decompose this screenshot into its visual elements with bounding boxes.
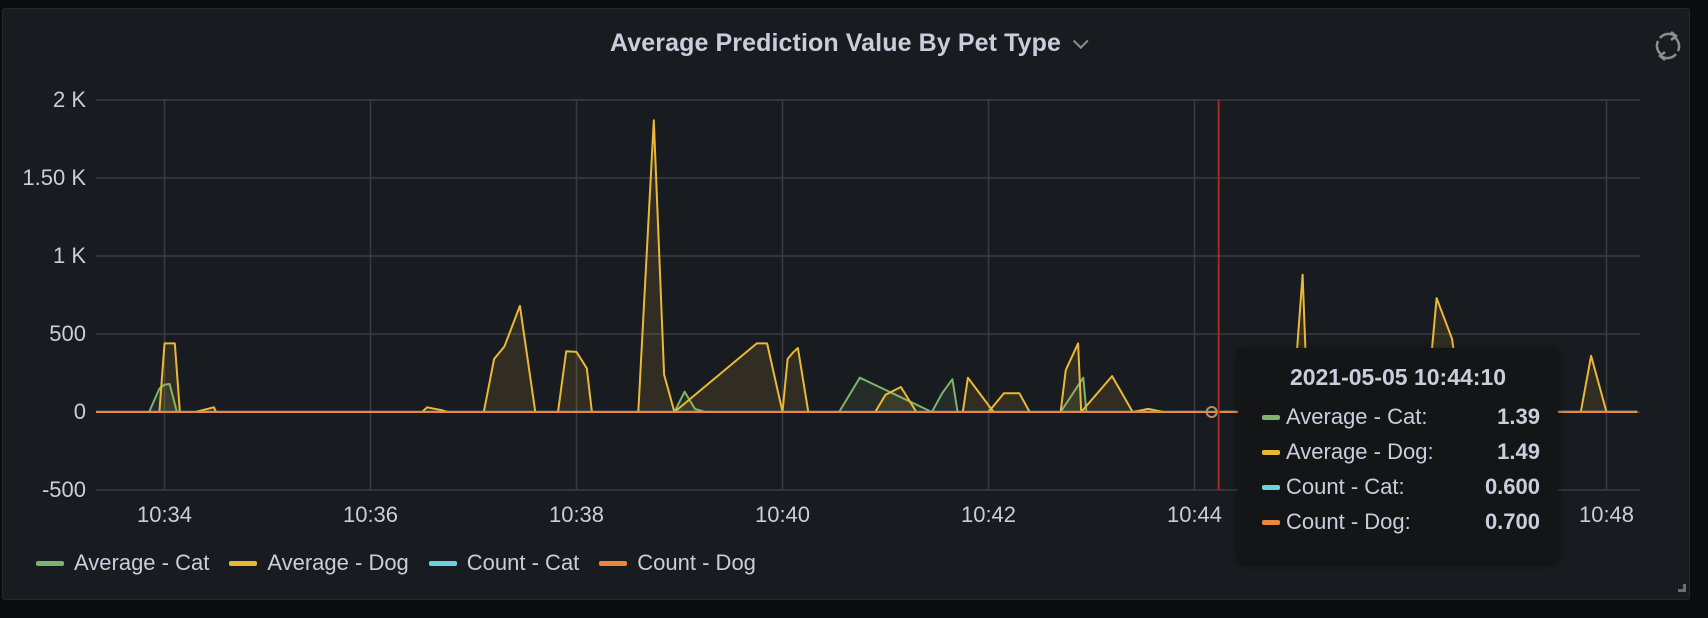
x-tick-label: 10:42: [960, 502, 1017, 527]
tooltip-row-count-cat: Count - Cat: 0.600: [1262, 472, 1540, 502]
average-dog-swatch-icon: [1262, 449, 1280, 455]
y-tick-label: 500: [49, 321, 86, 346]
average-cat-swatch-icon: [1262, 414, 1280, 420]
x-tick-label: 10:40: [754, 502, 811, 527]
x-tick-label: 10:44: [1166, 502, 1223, 527]
count-cat-swatch-icon: [1262, 484, 1280, 490]
legend-item-average-cat[interactable]: Average - Cat: [36, 550, 209, 576]
tooltip-label: Count - Cat:: [1286, 474, 1405, 499]
tooltip-value: 1.49: [1497, 439, 1540, 464]
legend-label[interactable]: Count - Cat: [466, 550, 580, 575]
hover-point-marker: [1205, 406, 1218, 418]
x-tick-label: 10:48: [1578, 502, 1635, 527]
legend-item-average-dog[interactable]: Average - Dog: [229, 550, 409, 576]
resize-handle-icon[interactable]: [1678, 584, 1686, 592]
count-dog-swatch-icon: [599, 560, 628, 566]
refresh-icon[interactable]: [1651, 29, 1685, 63]
average-cat-swatch-icon: [36, 560, 64, 566]
y-tick-label: 1 K: [52, 243, 86, 268]
average-dog-swatch-icon: [229, 560, 258, 566]
tooltip-value: 0.600: [1484, 474, 1540, 499]
legend-label[interactable]: Average - Dog: [267, 550, 409, 575]
y-tick-label: 1.50 K: [22, 165, 86, 190]
count-cat-swatch-icon: [428, 560, 457, 566]
tooltip-time: 2021-05-05 10:44:10: [1289, 364, 1507, 390]
x-tick-label: 10:34: [136, 502, 193, 527]
panel-title-text[interactable]: Average Prediction Value By Pet Type: [610, 29, 1061, 57]
hover-tooltip: 2021-05-05 10:44:10 Average - Cat: 1.39 …: [1238, 348, 1558, 562]
y-tick-label: -500: [41, 477, 86, 502]
legend-item-count-dog[interactable]: Count - Dog: [599, 550, 756, 576]
panel-title[interactable]: Average Prediction Value By Pet Type: [3, 29, 1689, 58]
tooltip-row-average-dog: Average - Dog: 1.49: [1262, 437, 1540, 467]
y-tick-label: 2 K: [52, 87, 86, 112]
y-tick-label: 0: [73, 399, 86, 424]
graph-panel: Average Prediction Value By Pet Type: [2, 8, 1690, 600]
legend-label[interactable]: Average - Cat: [74, 550, 210, 575]
tooltip-row-average-cat: Average - Cat: 1.39: [1262, 402, 1540, 432]
tooltip-label: Average - Dog:: [1286, 439, 1434, 464]
tooltip-label: Count - Dog:: [1286, 509, 1411, 534]
tooltip-label: Average - Cat:: [1286, 404, 1428, 429]
tooltip-value: 1.39: [1497, 404, 1540, 429]
x-tick-label: 10:38: [548, 502, 605, 527]
count-dog-swatch-icon: [1262, 519, 1280, 525]
legend-item-count-cat[interactable]: Count - Cat: [428, 550, 580, 576]
legend: Average - Cat Average - Dog Count - Cat …: [36, 550, 756, 576]
tooltip-value: 0.700: [1484, 509, 1540, 534]
x-tick-label: 10:36: [342, 502, 399, 527]
legend-label[interactable]: Count - Dog: [637, 550, 756, 575]
tooltip-row-count-dog: Count - Dog: 0.700: [1262, 507, 1540, 537]
